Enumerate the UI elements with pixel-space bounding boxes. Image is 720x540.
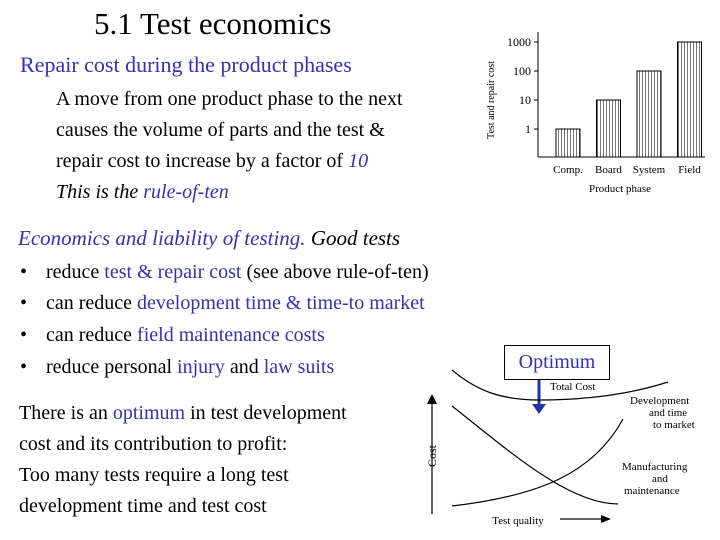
bullet-dot: • (20, 356, 28, 378)
manufacturing-label: Manufacturing and maintenance (622, 461, 690, 497)
cost-y-arrowhead (427, 394, 437, 404)
bullet-text: (see above rule-of-ten) (241, 261, 429, 283)
bottom-line-2: cost and its contribution to profit: (19, 433, 288, 455)
bullet-highlight: test & repair cost (104, 261, 242, 283)
total-cost-label: Total Cost (550, 381, 595, 393)
bar-y-axis-label: Test and repair cost (486, 61, 497, 139)
bullet-dot: • (20, 292, 28, 314)
development-curve (451, 418, 624, 507)
y-tick-label: 100 (513, 64, 531, 78)
bullet-text: reduce (46, 261, 105, 283)
bottom-line-4: development time and test cost (19, 495, 267, 517)
para-line-3: repair cost to increase by a factor of 1… (56, 150, 368, 173)
cost-x-axis-label: Test quality (492, 515, 544, 527)
bullet-highlight: field maintenance costs (137, 324, 325, 346)
bullet-item: • reduce personal injury and law suits (20, 356, 334, 379)
bottom-text: There is an (19, 402, 113, 424)
section-heading: Economics and liability of testing. Good… (18, 226, 400, 251)
para-line-1: A move from one product phase to the nex… (56, 88, 403, 110)
bullet-dot: • (20, 324, 28, 346)
y-tick-label: 1 (525, 122, 531, 136)
bullet-dot: • (20, 261, 28, 283)
bullet-item: • can reduce field maintenance costs (20, 324, 325, 347)
optimum-arrow (532, 380, 546, 414)
cost-y-axis-label: Cost (425, 444, 439, 467)
optimum-highlight: optimum (112, 402, 186, 424)
para-line-3-text: repair cost to increase by a factor of (56, 150, 349, 172)
cost-quality-chart: Cost Test quality Total Cost Development… (425, 369, 695, 527)
subtitle: Repair cost during the product phases (20, 52, 352, 77)
para-line-2: causes the volume of parts and the test … (56, 119, 385, 141)
rule-of-ten: rule-of-ten (143, 181, 229, 203)
bullet-text: can reduce (46, 324, 138, 346)
section-heading-a: Economics and liability of testing. (18, 226, 306, 250)
total-cost-curve (451, 369, 669, 401)
manufacturing-curve (451, 405, 619, 505)
bullet-item: • reduce test & repair cost (see above ru… (20, 261, 429, 284)
bar-field (677, 41, 702, 158)
bottom-line-1: There is an optimum in test development (19, 402, 347, 425)
category-label: System (633, 164, 666, 176)
rule-of-ten-chart: Test and repair cost 1 10 100 1000 Comp. Boa… (486, 32, 705, 195)
section-heading-b: Good tests (305, 226, 401, 250)
development-label: Development and time to market (630, 395, 695, 431)
bar-board (596, 99, 621, 158)
para-line-4-text: This is the (56, 181, 144, 203)
slide-title: 5.1 Test economics (94, 6, 332, 41)
y-tick-label: 10 (519, 93, 531, 107)
para-line-4: This is the rule-of-ten (56, 181, 229, 204)
cost-x-arrowhead (601, 515, 611, 523)
factor-ten: 10 (348, 150, 369, 172)
bottom-line-3: Too many tests require a long test (19, 464, 289, 486)
bullet-text: and (224, 356, 264, 378)
category-label: Comp. (553, 164, 583, 176)
category-label: Board (595, 164, 622, 176)
category-label: Field (678, 164, 701, 176)
bullet-highlight: development time & time-to market (137, 292, 425, 314)
bullet-text: can reduce (46, 292, 138, 314)
bar-comp (555, 128, 581, 158)
bottom-text: in test development (185, 402, 347, 424)
y-tick-label: 1000 (507, 35, 531, 49)
bullet-item: • can reduce development time & time-to m… (20, 292, 425, 315)
bullet-text: reduce personal (46, 356, 178, 378)
bullet-highlight: law suits (263, 356, 335, 378)
optimum-label: Optimum (504, 345, 610, 380)
bar-system (636, 70, 662, 158)
bar-x-axis-label: Product phase (589, 183, 651, 195)
bullet-highlight: injury (177, 356, 225, 378)
